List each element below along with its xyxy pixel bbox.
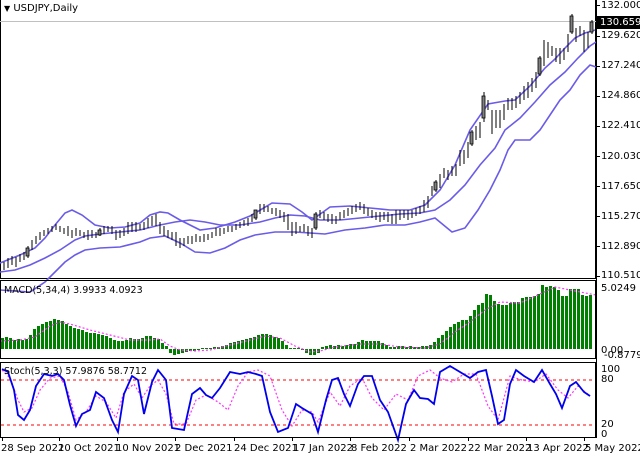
date-tick (584, 437, 585, 441)
bollinger-bands (0, 29, 597, 293)
macd-panel[interactable] (0, 280, 596, 359)
date-tick (526, 437, 527, 441)
tick (596, 186, 600, 187)
price-axis-line (596, 0, 597, 438)
date-label: 10 Nov 2021 (116, 443, 181, 454)
price-label: 117.650 (601, 181, 640, 192)
tick (596, 216, 600, 217)
date-tick (59, 437, 60, 441)
price-label: 127.240 (601, 60, 640, 71)
macd-signal-line (0, 286, 597, 353)
price-label: 112.890 (601, 241, 640, 252)
macd-label: MACD(5,34,4) 3.9933 4.0923 (4, 285, 143, 296)
date-tick (409, 437, 410, 441)
stoch-axis-80: 80 (601, 374, 614, 385)
stoch-axis-100: 100 (601, 364, 621, 375)
tick (596, 126, 600, 127)
price-chart-baseline (0, 21, 596, 22)
date-label: 17 Jan 2022 (293, 443, 353, 454)
stoch-axis-0: 0 (601, 429, 608, 440)
macd-axis-zero: 0.00 (601, 345, 624, 356)
candle-bodies (25, 15, 594, 257)
chart-title: ▼ USDJPY,Daily (4, 3, 78, 14)
price-label: 124.860 (601, 90, 640, 101)
tick (596, 156, 600, 157)
date-tick (117, 437, 118, 441)
price-label: 120.030 (601, 151, 640, 162)
macd-histogram (1, 285, 592, 355)
stoch-panel[interactable] (0, 362, 596, 438)
price-label: 122.410 (601, 120, 640, 131)
date-tick (350, 437, 351, 441)
candlesticks (3, 14, 593, 270)
tick (596, 96, 600, 97)
stoch-main-line (1, 364, 591, 444)
price-label: 110.510 (601, 270, 640, 281)
tick (596, 276, 600, 277)
date-label: 5 May 2022 (585, 443, 640, 454)
current-price-tag: 130.659 (597, 16, 640, 29)
macd-axis-max: 5.0249 (601, 283, 636, 294)
date-label: 22 Mar 2022 (468, 443, 532, 454)
date-tick (234, 437, 235, 441)
tick (596, 246, 600, 247)
price-label: 115.270 (601, 211, 640, 222)
stoch-label: Stoch(5,3,3) 57.9876 58.7712 (4, 366, 148, 377)
date-label: 8 Feb 2022 (351, 443, 407, 454)
date-label: 24 Dec 2021 (234, 443, 298, 454)
price-label: 132.000 (601, 0, 640, 11)
tick (596, 36, 600, 37)
tick (596, 5, 600, 6)
macd-axis-min: -0.8779 (604, 350, 640, 361)
date-tick (292, 437, 293, 441)
tick (596, 66, 600, 67)
symbol-timeframe-label: USDJPY,Daily (13, 3, 79, 14)
date-tick (175, 437, 176, 441)
date-label: 20 Oct 2021 (58, 443, 120, 454)
stoch-axis-20: 20 (601, 419, 614, 430)
date-label: 28 Sep 2021 (1, 443, 65, 454)
stoch-levels (1, 379, 595, 426)
date-label: 2 Mar 2022 (410, 443, 468, 454)
date-label: 2 Dec 2021 (175, 443, 233, 454)
price-label: 129.620 (601, 30, 640, 41)
dropdown-triangle-icon[interactable]: ▼ (4, 4, 11, 13)
date-tick (2, 437, 3, 441)
date-label: 13 Apr 2022 (527, 443, 589, 454)
date-tick (468, 437, 469, 441)
